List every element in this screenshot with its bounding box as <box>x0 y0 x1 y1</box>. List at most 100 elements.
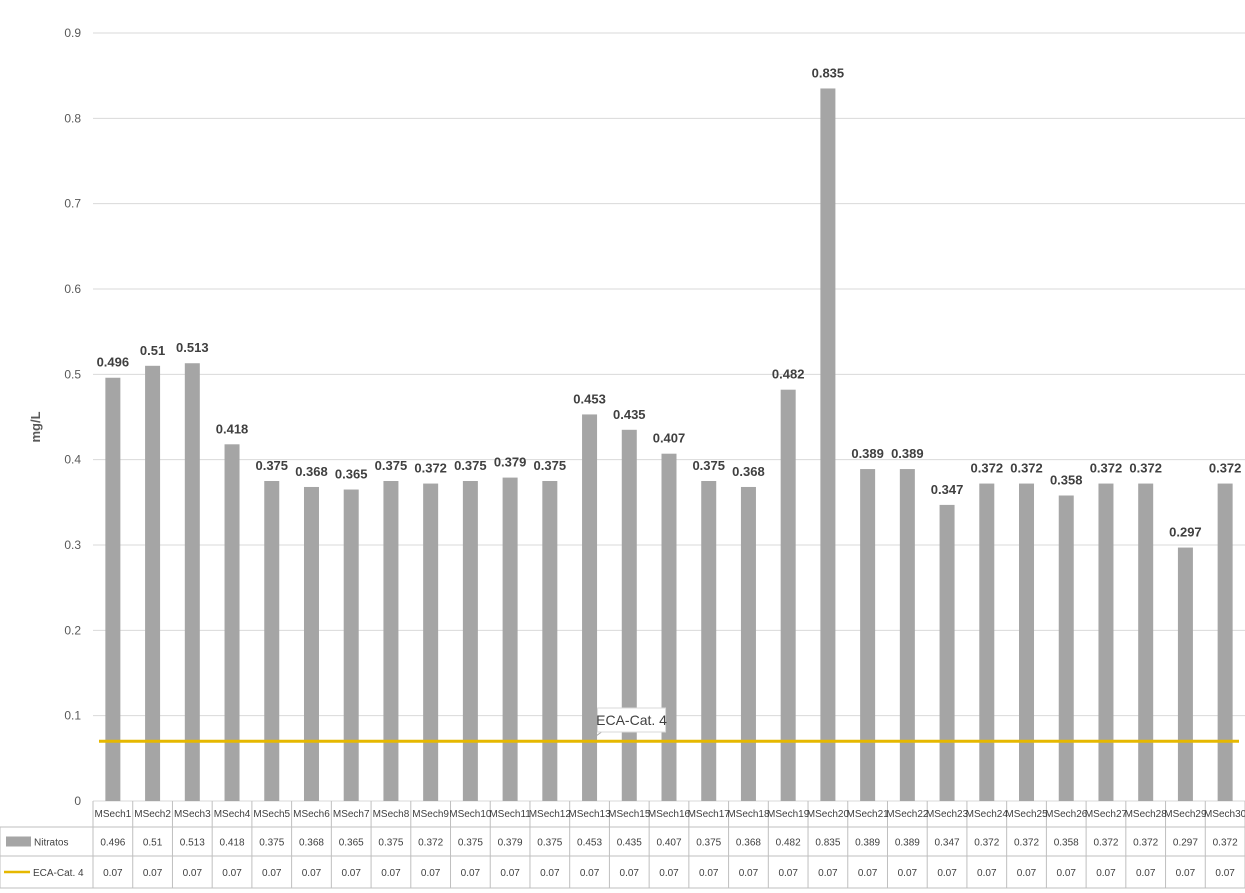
y-tick-label: 0.8 <box>64 111 81 125</box>
x-tick-label: MSech2 <box>134 809 171 820</box>
table-cell-eca: 0.07 <box>540 868 560 879</box>
bar-msech8 <box>383 481 399 801</box>
data-label: 0.496 <box>97 355 130 370</box>
bar-msech28 <box>1138 483 1154 801</box>
data-label: 0.372 <box>414 461 447 476</box>
bars-nitratos <box>105 88 1233 801</box>
bar-msech12 <box>542 481 558 801</box>
table-cell-eca: 0.07 <box>659 868 679 879</box>
data-label: 0.372 <box>971 461 1004 476</box>
x-tick-label: MSech12 <box>529 809 572 820</box>
table-cell-eca: 0.07 <box>1096 868 1116 879</box>
bar-msech6 <box>303 486 319 801</box>
bar-msech11 <box>502 477 518 801</box>
bar-msech30 <box>1217 483 1233 801</box>
data-label: 0.379 <box>494 455 527 470</box>
data-label: 0.513 <box>176 340 209 355</box>
annotations: ECA-Cat. 4 <box>591 707 667 740</box>
table-cell-nitratos: 0.297 <box>1173 838 1198 849</box>
table-cell-eca: 0.07 <box>1017 868 1037 879</box>
table-cell-eca: 0.07 <box>341 868 361 879</box>
y-tick-label: 0.5 <box>64 367 81 381</box>
x-tick-label: MSech21 <box>846 809 889 820</box>
y-tick-label: 0.6 <box>64 282 81 296</box>
bar-msech15 <box>621 429 637 801</box>
data-label: 0.375 <box>375 458 408 473</box>
table-cell-nitratos: 0.375 <box>696 838 721 849</box>
bar-msech1 <box>105 377 121 801</box>
x-tick-label: MSech10 <box>449 809 492 820</box>
y-tick-label: 0.1 <box>64 709 81 723</box>
x-tick-label: MSech15 <box>608 809 651 820</box>
table-cell-nitratos: 0.496 <box>100 838 125 849</box>
table-cell-eca: 0.07 <box>739 868 759 879</box>
x-tick-label: MSech17 <box>688 809 731 820</box>
bar-msech7 <box>343 489 359 801</box>
data-label: 0.482 <box>772 367 805 382</box>
annotation-box <box>597 707 667 733</box>
data-label: 0.407 <box>653 431 686 446</box>
x-tick-label: MSech29 <box>1164 809 1207 820</box>
table-cell-nitratos: 0.375 <box>458 838 483 849</box>
data-label: 0.368 <box>732 464 765 479</box>
table-cell-eca: 0.07 <box>262 868 282 879</box>
y-tick-label: 0.3 <box>64 538 81 552</box>
table-cell-nitratos: 0.368 <box>299 838 324 849</box>
table-cell-eca: 0.07 <box>977 868 997 879</box>
y-tick-label: 0.4 <box>64 453 81 467</box>
table-cell-eca: 0.07 <box>222 868 242 879</box>
table-cell-eca: 0.07 <box>580 868 600 879</box>
data-label: 0.347 <box>931 482 964 497</box>
table-cell-nitratos: 0.358 <box>1054 838 1079 849</box>
bar-msech13 <box>582 414 598 801</box>
bar-msech27 <box>1098 483 1114 801</box>
table-cell-eca: 0.07 <box>898 868 918 879</box>
data-labels: 0.496 0.51 0.513 0.418 0.375 0.368 0.365 0.375 0… <box>97 65 1242 539</box>
bar-msech3 <box>184 363 200 801</box>
data-label: 0.365 <box>335 467 368 482</box>
table-cell-nitratos: 0.453 <box>577 838 602 849</box>
bar-msech29 <box>1177 547 1193 801</box>
x-tick-label: MSech11 <box>489 809 531 820</box>
x-tick-label: MSech25 <box>1005 809 1048 820</box>
data-table: MSech1 MSech2 MSech3 MSech4 MSech5 MSech6 MSec… <box>0 801 1245 889</box>
data-label: 0.375 <box>692 458 725 473</box>
table-cell-eca: 0.07 <box>778 868 798 879</box>
table-cell-nitratos: 0.365 <box>339 838 364 849</box>
table-cell-eca: 0.07 <box>381 868 401 879</box>
table-cell-eca: 0.07 <box>461 868 481 879</box>
table-cell-eca: 0.07 <box>1136 868 1156 879</box>
data-label: 0.835 <box>812 65 845 80</box>
bar-msech2 <box>145 365 161 801</box>
table-cell-nitratos: 0.372 <box>974 838 999 849</box>
data-label: 0.375 <box>454 458 487 473</box>
y-tick-label: 0.7 <box>64 197 81 211</box>
y-tick-label: 0.2 <box>64 623 81 637</box>
data-label: 0.372 <box>1129 461 1162 476</box>
table-cell-nitratos: 0.347 <box>935 838 960 849</box>
data-label: 0.358 <box>1050 473 1083 488</box>
x-tick-label: MSech16 <box>648 809 691 820</box>
x-tick-label: MSech5 <box>253 809 290 820</box>
table-cell-nitratos: 0.482 <box>776 838 801 849</box>
table-cell-nitratos: 0.51 <box>143 838 163 849</box>
table-cell-nitratos: 0.375 <box>537 838 562 849</box>
y-tick-label: 0.9 <box>64 26 81 40</box>
table-cell-eca: 0.07 <box>1215 868 1235 879</box>
data-label: 0.435 <box>613 407 646 422</box>
table-cell-eca: 0.07 <box>1176 868 1196 879</box>
x-tick-label: MSech13 <box>568 809 611 820</box>
y-axis-title: mg/L <box>28 411 43 442</box>
x-tick-label: MSech23 <box>926 809 969 820</box>
table-cell-nitratos: 0.513 <box>180 838 205 849</box>
data-label: 0.372 <box>1010 461 1043 476</box>
data-label: 0.453 <box>573 391 606 406</box>
legend-label-nitratos: Nitratos <box>34 838 68 849</box>
data-label: 0.375 <box>255 458 288 473</box>
table-cell-nitratos: 0.389 <box>895 838 920 849</box>
table-cell-nitratos: 0.372 <box>418 838 443 849</box>
table-cell-nitratos: 0.835 <box>815 838 840 849</box>
table-cell-eca: 0.07 <box>302 868 322 879</box>
bar-msech20 <box>820 88 836 801</box>
x-tick-label: MSech4 <box>214 809 251 820</box>
